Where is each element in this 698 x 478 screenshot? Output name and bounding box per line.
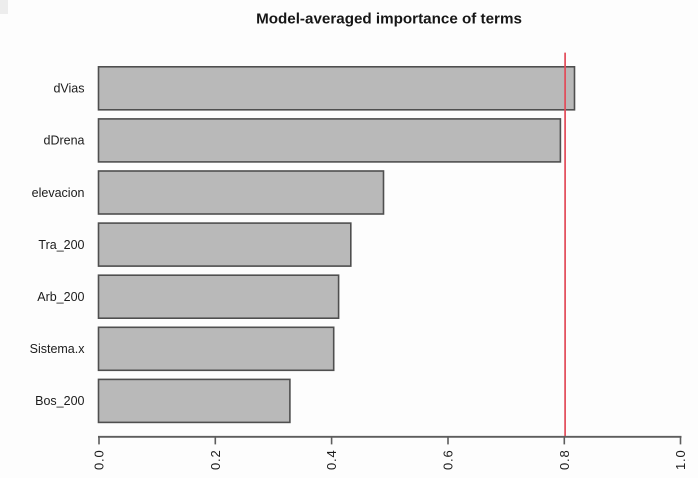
svg-text:Model-averaged importance of t: Model-averaged importance of terms: [256, 11, 522, 28]
svg-text:1.0: 1.0: [673, 450, 688, 470]
svg-text:Bos_200: Bos_200: [35, 394, 84, 408]
svg-text:0.4: 0.4: [324, 450, 339, 470]
svg-text:Arb_200: Arb_200: [37, 290, 84, 304]
svg-text:elevacion: elevacion: [32, 186, 85, 200]
svg-text:0.2: 0.2: [208, 450, 223, 470]
svg-text:0.6: 0.6: [441, 450, 456, 470]
svg-text:dVias: dVias: [53, 82, 84, 96]
svg-text:0.8: 0.8: [557, 450, 572, 470]
svg-text:Sistema.x: Sistema.x: [30, 342, 86, 356]
svg-text:Tra_200: Tra_200: [38, 238, 84, 252]
svg-text:0.0: 0.0: [92, 450, 107, 470]
svg-text:dDrena: dDrena: [44, 134, 85, 148]
